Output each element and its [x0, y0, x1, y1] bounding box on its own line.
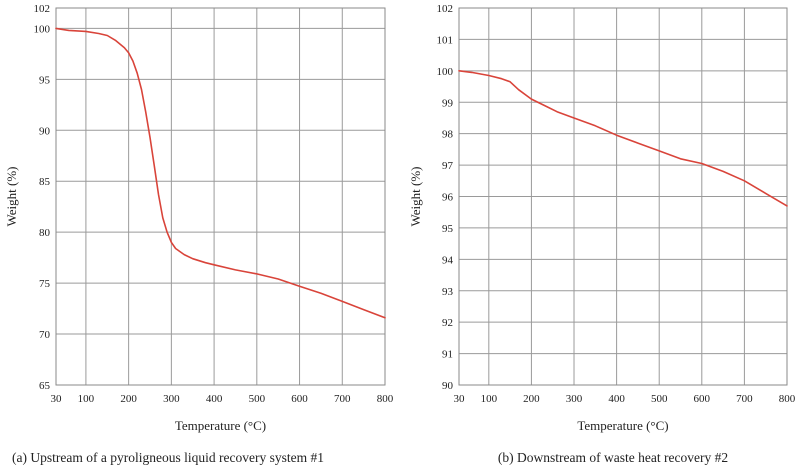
x-tick-label: 600	[291, 393, 308, 405]
y-tick-label: 80	[39, 227, 51, 239]
y-tick-label: 96	[442, 192, 454, 204]
x-tick-label: 800	[779, 393, 796, 405]
plot-frame	[55, 7, 386, 386]
y-tick-label: 70	[39, 329, 51, 341]
x-tick-label: 800	[377, 393, 394, 405]
x-tick-label: 600	[694, 393, 711, 405]
x-axis-label: Temperature (°C)	[577, 418, 668, 433]
y-tick-label: 65	[39, 380, 51, 392]
chart-caption: (b) Downstream of waste heat recovery #2	[498, 450, 728, 465]
y-tick-label: 75	[39, 278, 51, 290]
x-tick-label: 400	[608, 393, 625, 405]
x-tick-label: 500	[249, 393, 266, 405]
y-tick-label: 90	[39, 125, 51, 137]
x-tick-label: 700	[334, 393, 351, 405]
x-tick-label: 30	[51, 393, 63, 405]
weight-curve	[458, 70, 788, 207]
x-tick-label: 300	[566, 393, 583, 405]
x-tick-label: 200	[523, 393, 540, 405]
y-tick-label: 102	[34, 3, 51, 15]
y-tick-label: 90	[442, 380, 454, 392]
x-tick-label: 500	[651, 393, 668, 405]
y-tick-label: 94	[442, 254, 454, 266]
chart-a: 30 100 200 300 400 500 600 700 800 65 70 75 80 85 90 95…	[4, 3, 394, 465]
x-tick-label: 100	[78, 393, 95, 405]
y-axis-label: Weight (%)	[4, 167, 19, 227]
y-tick-label: 100	[34, 23, 51, 35]
x-tick-label: 200	[120, 393, 137, 405]
y-tick-label: 85	[39, 176, 51, 188]
x-tick-label: 30	[454, 393, 466, 405]
x-tick-label: 300	[163, 393, 180, 405]
y-tick-label: 99	[442, 97, 454, 109]
chart-caption: (a) Upstream of a pyroligneous liquid re…	[12, 450, 324, 465]
y-tick-label: 92	[442, 317, 453, 329]
x-tick-label: 100	[481, 393, 498, 405]
y-tick-label: 102	[437, 3, 454, 15]
chart-b: 30 100 200 300 400 500 600 700 800 90 91 92 93 94 95 96…	[408, 3, 796, 465]
y-tick-label: 98	[442, 129, 454, 141]
y-tick-label: 91	[442, 349, 453, 361]
plot-frame	[458, 7, 788, 386]
y-axis-label: Weight (%)	[408, 167, 423, 227]
weight-curve	[55, 27, 386, 319]
y-tick-label: 93	[442, 286, 454, 298]
x-axis-label: Temperature (°C)	[175, 418, 266, 433]
y-tick-label: 100	[437, 66, 454, 78]
plot-area	[56, 8, 385, 385]
y-tick-label: 97	[442, 160, 454, 172]
x-tick-label: 700	[736, 393, 753, 405]
x-tick-label: 400	[206, 393, 223, 405]
y-tick-label: 95	[442, 223, 454, 235]
y-tick-label: 101	[437, 34, 454, 46]
y-tick-label: 95	[39, 74, 51, 86]
